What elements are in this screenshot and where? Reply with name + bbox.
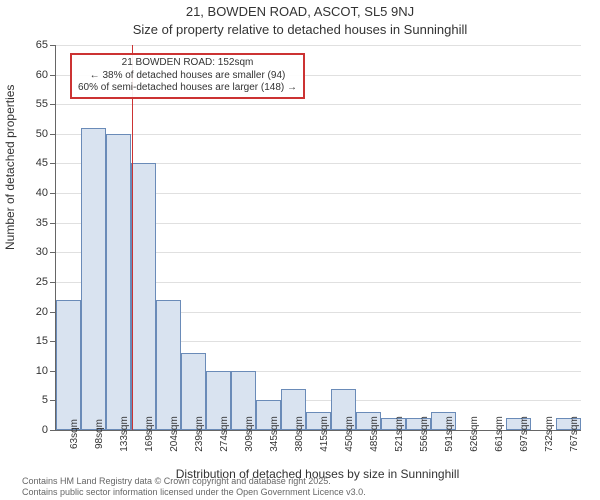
x-tick-label: 626sqm [469, 416, 480, 452]
y-tick-label: 20 [36, 306, 48, 318]
y-tick-label: 60 [36, 69, 48, 81]
x-tick-label: 169sqm [144, 416, 155, 452]
y-tick-label: 15 [36, 335, 48, 347]
x-tick-label: 732sqm [544, 416, 555, 452]
x-tick-label: 415sqm [319, 416, 330, 452]
y-tick-label: 65 [36, 39, 48, 51]
bar [156, 300, 181, 430]
reference-line [132, 45, 133, 430]
y-tick-label: 5 [42, 394, 48, 406]
x-tick-label: 697sqm [519, 416, 530, 452]
x-tick-label: 521sqm [394, 416, 405, 452]
y-tick [50, 252, 56, 253]
y-tick-label: 50 [36, 128, 48, 140]
chart-title-sub: Size of property relative to detached ho… [0, 22, 600, 37]
annotation-title: 21 BOWDEN ROAD: 152sqm [78, 57, 297, 70]
x-tick-label: 450sqm [344, 416, 355, 452]
y-axis-label: Number of detached properties [3, 85, 17, 250]
x-tick-label: 239sqm [194, 416, 205, 452]
chart-plot-area: 0510152025303540455055606563sqm98sqm133s… [55, 45, 581, 431]
gridline [56, 134, 581, 135]
y-tick-label: 25 [36, 276, 48, 288]
x-tick-label: 591sqm [444, 416, 455, 452]
x-tick-label: 204sqm [169, 416, 180, 452]
x-tick-label: 556sqm [419, 416, 430, 452]
x-tick-label: 98sqm [94, 419, 105, 449]
x-tick-label: 274sqm [219, 416, 230, 452]
y-tick-label: 55 [36, 98, 48, 110]
attribution: Contains HM Land Registry data © Crown c… [22, 476, 366, 498]
annotation-line1: ← 38% of detached houses are smaller (94… [78, 70, 297, 83]
y-tick [50, 75, 56, 76]
x-tick-label: 485sqm [369, 416, 380, 452]
y-tick-label: 10 [36, 365, 48, 377]
bar [56, 300, 81, 430]
annotation-box: 21 BOWDEN ROAD: 152sqm ← 38% of detached… [70, 53, 305, 99]
y-tick-label: 30 [36, 246, 48, 258]
y-tick-label: 0 [42, 424, 48, 436]
x-tick-label: 380sqm [294, 416, 305, 452]
y-tick [50, 430, 56, 431]
attribution-line1: Contains HM Land Registry data © Crown c… [22, 476, 366, 487]
y-tick [50, 193, 56, 194]
bar [131, 163, 156, 430]
y-tick [50, 282, 56, 283]
y-tick [50, 134, 56, 135]
bar [106, 134, 131, 430]
y-tick-label: 45 [36, 157, 48, 169]
x-tick-label: 345sqm [269, 416, 280, 452]
x-tick-label: 133sqm [119, 416, 130, 452]
y-tick [50, 223, 56, 224]
chart-title-main: 21, BOWDEN ROAD, ASCOT, SL5 9NJ [0, 4, 600, 19]
bar [81, 128, 106, 430]
x-tick-label: 661sqm [494, 416, 505, 452]
y-tick-label: 35 [36, 217, 48, 229]
y-tick [50, 104, 56, 105]
annotation-line2: 60% of semi-detached houses are larger (… [78, 82, 297, 95]
y-tick-label: 40 [36, 187, 48, 199]
gridline [56, 45, 581, 46]
y-tick [50, 45, 56, 46]
x-tick-label: 309sqm [244, 416, 255, 452]
attribution-line2: Contains public sector information licen… [22, 487, 366, 498]
chart-container: 21, BOWDEN ROAD, ASCOT, SL5 9NJ Size of … [0, 0, 600, 500]
y-tick [50, 163, 56, 164]
x-tick-label: 63sqm [69, 419, 80, 449]
x-tick-label: 767sqm [569, 416, 580, 452]
gridline [56, 104, 581, 105]
